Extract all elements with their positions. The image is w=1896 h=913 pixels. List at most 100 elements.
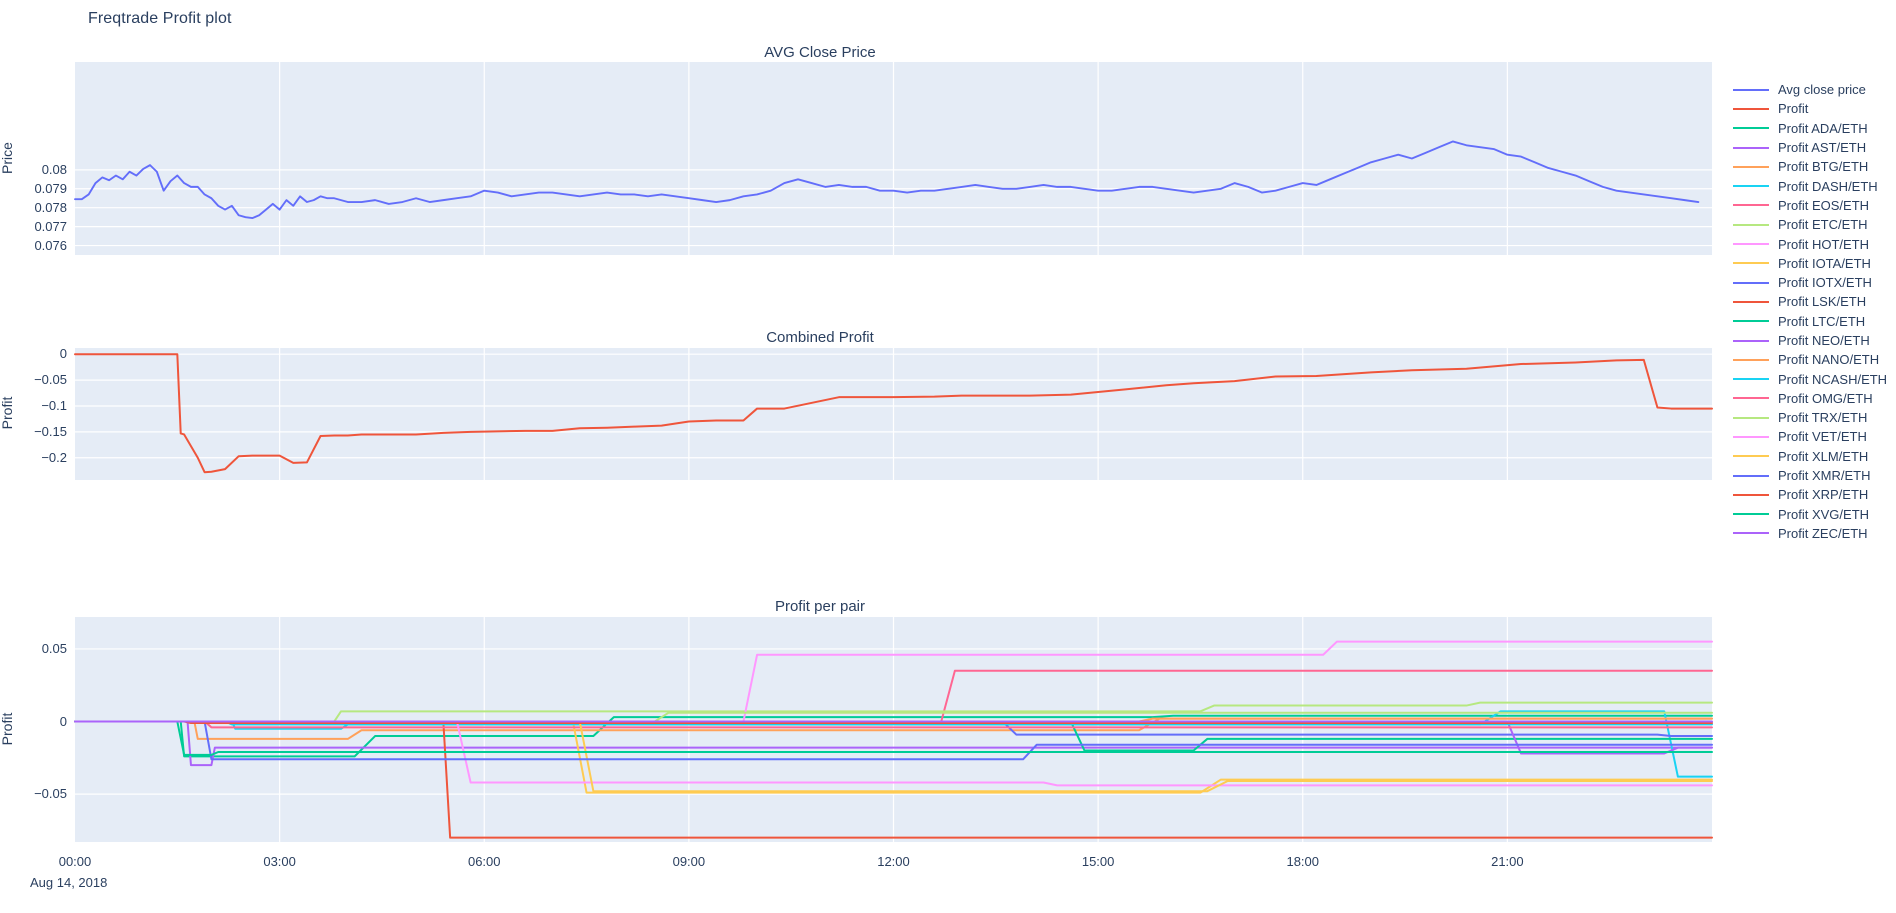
legend-swatch-icon	[1733, 185, 1769, 188]
legend-swatch-icon	[1733, 223, 1769, 226]
x-tick-label: 06:00	[467, 854, 501, 869]
legend-item-profit-xmr-eth[interactable]: Profit XMR/ETH	[1733, 466, 1887, 485]
legend-item-label: Profit TRX/ETH	[1778, 410, 1868, 426]
y-axis-label-2: Profit	[0, 396, 15, 430]
legend-item-profit-btg-eth[interactable]: Profit BTG/ETH	[1733, 157, 1887, 176]
x-tick-label: 12:00	[877, 854, 910, 869]
legend-swatch-icon	[1733, 532, 1769, 535]
legend-item-profit-vet-eth[interactable]: Profit VET/ETH	[1733, 427, 1887, 446]
legend-item-label: Profit NEO/ETH	[1778, 333, 1870, 348]
plot-area-1	[75, 62, 1712, 255]
legend-item-profit-neo-eth[interactable]: Profit NEO/ETH	[1733, 331, 1887, 350]
y-tick-label: −0.05	[34, 372, 67, 388]
legend-item-label: Profit IOTX/ETH	[1778, 275, 1872, 291]
legend-item-profit-iotx-eth[interactable]: Profit IOTX/ETH	[1733, 273, 1887, 292]
legend-item-profit-ast-eth[interactable]: Profit AST/ETH	[1733, 138, 1887, 157]
legend-item-label: Profit ZEC/ETH	[1778, 525, 1868, 541]
legend-swatch-icon	[1733, 107, 1769, 110]
y-tick-label: −0.05	[34, 786, 67, 802]
legend-swatch-icon	[1733, 339, 1769, 342]
y-tick-label: 0.08	[41, 161, 67, 177]
legend-item-label: Profit NCASH/ETH	[1778, 371, 1888, 387]
chart-legend: Avg close price Profit Profit ADA/ETH Profi…	[1733, 80, 1887, 543]
y-tick-label: 0.079	[34, 180, 67, 196]
legend-item-label: Profit XMR/ETH	[1778, 468, 1871, 484]
legend-item-label: Profit OMG/ETH	[1778, 390, 1873, 406]
plot-area-2	[75, 348, 1712, 480]
legend-item-profit-etc-eth[interactable]: Profit ETC/ETH	[1733, 215, 1887, 234]
y-tick-label: 0.076	[34, 237, 67, 253]
legend-item-label: Profit ETC/ETH	[1778, 217, 1868, 233]
legend-swatch-icon	[1733, 262, 1769, 265]
legend-item-profit-xrp-eth[interactable]: Profit XRP/ETH	[1733, 485, 1887, 504]
legend-swatch-icon	[1733, 320, 1769, 323]
x-tick-label: 15:00	[1081, 854, 1115, 869]
legend-item-profit-eos-eth[interactable]: Profit EOS/ETH	[1733, 196, 1887, 215]
legend-item-profit-xvg-eth[interactable]: Profit XVG/ETH	[1733, 505, 1887, 524]
x-tick-label: 21:00	[1491, 854, 1524, 869]
y-tick-label: −0.1	[41, 397, 67, 413]
legend-item-label: Profit LTC/ETH	[1778, 313, 1866, 329]
x-axis-date-label: Aug 14, 2018	[30, 875, 108, 890]
y-tick-label: 0.078	[34, 199, 67, 215]
subplot-title-3: Profit per pair	[774, 598, 866, 615]
legend-swatch-icon	[1733, 455, 1769, 458]
legend-item-profit-dash-eth[interactable]: Profit DASH/ETH	[1733, 176, 1887, 195]
plot-area-3	[75, 617, 1712, 842]
legend-item-profit[interactable]: Profit	[1733, 99, 1887, 118]
legend-swatch-icon	[1733, 474, 1769, 477]
legend-swatch-icon	[1733, 513, 1769, 516]
subplot-title-1: AVG Close Price	[764, 44, 876, 61]
legend-item-label: Profit AST/ETH	[1778, 140, 1867, 156]
legend-item-label: Profit XLM/ETH	[1778, 448, 1869, 464]
legend-item-label: Profit BTG/ETH	[1778, 159, 1869, 175]
x-tick-label: 00:00	[58, 854, 92, 869]
legend-swatch-icon	[1733, 204, 1769, 207]
legend-item-profit-trx-eth[interactable]: Profit TRX/ETH	[1733, 408, 1887, 427]
legend-item-label: Avg close price	[1778, 82, 1866, 98]
legend-item-profit-xlm-eth[interactable]: Profit XLM/ETH	[1733, 447, 1887, 466]
legend-item-profit-hot-eth[interactable]: Profit HOT/ETH	[1733, 234, 1887, 253]
legend-item-label: Profit VET/ETH	[1778, 429, 1867, 445]
legend-swatch-icon	[1733, 243, 1769, 246]
legend-item-label: Profit LSK/ETH	[1778, 294, 1867, 310]
legend-item-profit-omg-eth[interactable]: Profit OMG/ETH	[1733, 389, 1887, 408]
legend-item-profit-iota-eth[interactable]: Profit IOTA/ETH	[1733, 254, 1887, 273]
legend-item-profit-nano-eth[interactable]: Profit NANO/ETH	[1733, 350, 1887, 369]
legend-swatch-icon	[1733, 281, 1769, 284]
page-title: Freqtrade Profit plot	[88, 10, 232, 27]
y-tick-label: 0	[59, 346, 67, 362]
legend-item-profit-ltc-eth[interactable]: Profit LTC/ETH	[1733, 312, 1887, 331]
legend-item-profit-lsk-eth[interactable]: Profit LSK/ETH	[1733, 292, 1887, 311]
legend-swatch-icon	[1733, 358, 1769, 361]
legend-item-label: Profit XVG/ETH	[1778, 506, 1870, 522]
legend-swatch-icon	[1733, 397, 1769, 400]
legend-item-profit-ada-eth[interactable]: Profit ADA/ETH	[1733, 119, 1887, 138]
subplot-title-2: Combined Profit	[766, 329, 874, 346]
legend-item-profit-ncash-eth[interactable]: Profit NCASH/ETH	[1733, 369, 1887, 388]
legend-swatch-icon	[1733, 88, 1769, 91]
legend-swatch-icon	[1733, 165, 1769, 168]
y-tick-label: 0	[59, 713, 67, 729]
legend-item-label: Profit NANO/ETH	[1778, 352, 1880, 368]
legend-swatch-icon	[1733, 127, 1769, 130]
legend-swatch-icon	[1733, 300, 1769, 303]
y-axis-label-1: Price	[0, 141, 15, 174]
legend-item-label: Profit HOT/ETH	[1778, 236, 1870, 252]
legend-swatch-icon	[1733, 416, 1769, 419]
y-tick-label: −0.15	[34, 423, 67, 439]
legend-item-label: Profit ADA/ETH	[1778, 120, 1868, 136]
legend-swatch-icon	[1733, 493, 1769, 496]
legend-item-label: Profit XRP/ETH	[1778, 487, 1869, 503]
legend-swatch-icon	[1733, 378, 1769, 381]
legend-item-profit-zec-eth[interactable]: Profit ZEC/ETH	[1733, 524, 1887, 543]
legend-item-label: Profit	[1778, 101, 1809, 117]
x-tick-label: 03:00	[263, 854, 296, 869]
legend-item-label: Profit IOTA/ETH	[1778, 255, 1871, 271]
legend-swatch-icon	[1733, 435, 1769, 438]
x-tick-label: 09:00	[672, 854, 706, 869]
legend-item-avg-close-price[interactable]: Avg close price	[1733, 80, 1887, 99]
legend-item-label: Profit EOS/ETH	[1778, 197, 1870, 213]
y-tick-label: 0.077	[34, 218, 67, 234]
y-axis-label-3: Profit	[0, 712, 15, 745]
